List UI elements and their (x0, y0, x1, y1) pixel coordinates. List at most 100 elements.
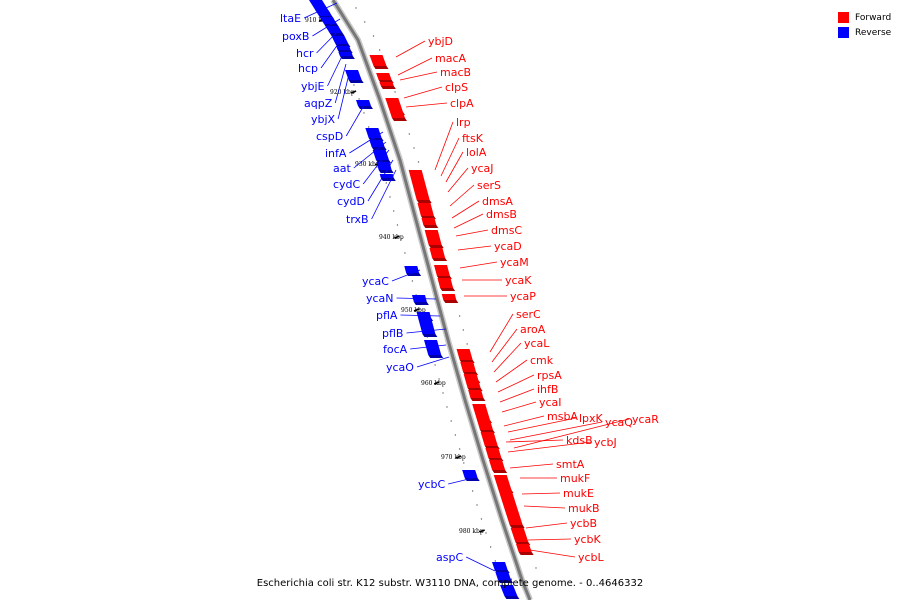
reverse-gene-block (462, 470, 478, 478)
leader-line (334, 63, 347, 104)
forward-gene-label[interactable]: ycaL (524, 337, 550, 350)
leader-line (447, 167, 469, 193)
leader-line (509, 421, 603, 441)
track-dot (463, 462, 465, 464)
leader-line (455, 229, 489, 237)
forward-gene-label[interactable]: mukF (560, 472, 590, 485)
reverse-gene-label[interactable]: ycbC (418, 478, 446, 491)
track-dot (367, 126, 370, 128)
forward-gene-label[interactable]: clpS (445, 81, 468, 94)
gene-block-shade (428, 245, 444, 248)
gene-block-shade (348, 80, 364, 83)
reverse-gene-label[interactable]: cydD (337, 195, 365, 208)
forward-gene-label[interactable]: dmsC (491, 224, 522, 237)
reverse-gene-block (336, 46, 351, 50)
leader-line (362, 149, 390, 185)
tick-label: 930 kbp (355, 161, 380, 168)
forward-gene-label[interactable]: ycbK (574, 533, 602, 546)
reverse-gene-label[interactable]: pflB (382, 327, 403, 340)
track-dot (389, 196, 391, 198)
reverse-gene-label[interactable]: focA (383, 343, 408, 356)
gene-labels: ltaE poxB hcr hcp ybjE aqpZ ybjX cspD infA aat cyd… (280, 2, 659, 572)
forward-gene-label[interactable]: lolA (466, 146, 487, 159)
reverse-gene-label[interactable]: aqpZ (304, 97, 333, 110)
leader-line (505, 439, 564, 443)
tick-mark (479, 529, 485, 533)
forward-gene-label[interactable]: ycaI (539, 396, 562, 409)
leader-line (525, 522, 568, 529)
reverse-gene-label[interactable]: cspD (316, 130, 343, 143)
reverse-gene-block (309, 0, 329, 10)
forward-gene-label[interactable]: serC (516, 308, 541, 321)
track-dot (413, 147, 415, 149)
reverse-gene-label[interactable]: infA (325, 147, 347, 160)
forward-gene-label[interactable]: lrp (456, 116, 471, 129)
track-dot (489, 546, 492, 548)
reverse-gene-label[interactable]: ltaE (280, 12, 301, 25)
reverse-gene-label[interactable]: ycaN (366, 292, 394, 305)
forward-gene-block (493, 475, 512, 490)
forward-gene-label[interactable]: dmsA (482, 195, 513, 208)
forward-gene-block (385, 98, 403, 112)
leader-line (395, 40, 426, 58)
forward-gene-label[interactable]: msbA (547, 410, 578, 423)
reverse-gene-label[interactable]: ycaC (362, 275, 389, 288)
forward-gene-label[interactable]: ycaM (500, 256, 529, 269)
gene-block-shade (492, 470, 508, 473)
leader-line (507, 441, 592, 453)
forward-gene-label[interactable]: ycaR (632, 413, 659, 426)
forward-gene-label[interactable]: ftsK (462, 132, 484, 145)
forward-gene-label[interactable]: cmk (530, 354, 554, 367)
forward-gene-label[interactable]: ihfB (537, 383, 558, 396)
forward-gene-label[interactable]: serS (477, 179, 501, 192)
tick-label: 970 kbp (441, 454, 466, 461)
forward-gene-label[interactable]: ycbL (578, 551, 605, 564)
track-dot (442, 392, 444, 394)
reverse-gene-label[interactable]: ybjX (311, 113, 336, 126)
forward-gene-label[interactable]: ycaK (505, 274, 532, 287)
reverse-gene-label[interactable]: hcr (296, 47, 314, 60)
forward-gene-label[interactable]: lpxK (579, 412, 604, 425)
forward-gene-label[interactable]: ybjD (428, 35, 453, 48)
legend-item-reverse: Reverse (838, 25, 891, 40)
track-dot (494, 560, 497, 562)
forward-gene-label[interactable]: clpA (450, 97, 474, 110)
forward-gene-label[interactable]: mukB (568, 502, 600, 515)
forward-gene-label[interactable]: mukE (563, 487, 594, 500)
forward-gene-label[interactable]: rpsA (537, 369, 562, 382)
forward-gene-label[interactable]: ycaD (494, 240, 522, 253)
reverse-gene-label[interactable]: hcp (298, 62, 318, 75)
reverse-gene-block (495, 572, 511, 580)
forward-gene-label[interactable]: ycbB (570, 517, 597, 530)
reverse-gene-block (338, 52, 353, 56)
reverse-gene-block (424, 340, 442, 355)
reverse-gene-label[interactable]: pflA (376, 309, 398, 322)
reverse-gene-label[interactable]: ycaO (386, 361, 414, 374)
track-dot (446, 406, 448, 408)
forward-gene-block (417, 203, 434, 216)
leader-line (501, 401, 537, 413)
forward-gene-label[interactable]: smtA (556, 458, 585, 471)
forward-gene-label[interactable]: ycaJ (471, 162, 494, 175)
forward-gene-label[interactable]: ycbJ (594, 436, 617, 449)
forward-gene-block (437, 278, 454, 288)
forward-gene-block (434, 265, 450, 276)
reverse-gene-label[interactable]: trxB (346, 213, 369, 226)
reverse-gene-label[interactable]: aspC (436, 551, 463, 564)
gene-block-shade (416, 200, 432, 203)
forward-gene-label[interactable]: macA (435, 52, 467, 65)
forward-gene-label[interactable]: kdsB (566, 434, 593, 447)
tick-mark (394, 235, 400, 239)
reverse-gene-label[interactable]: poxB (282, 30, 309, 43)
reverse-gene-label[interactable]: ybjE (301, 80, 325, 93)
reverse-gene-label[interactable]: cydC (333, 178, 361, 191)
gene-block-shade (329, 33, 345, 36)
reverse-gene-label[interactable]: aat (333, 162, 351, 175)
leader-line (440, 137, 460, 177)
forward-gene-label[interactable]: ycaP (510, 290, 536, 303)
forward-gene-label[interactable]: macB (440, 66, 471, 79)
forward-gene-label[interactable]: dmsB (486, 208, 517, 221)
forward-gene-label[interactable]: ycaQ (605, 416, 633, 429)
forward-gene-label[interactable]: aroA (520, 323, 546, 336)
